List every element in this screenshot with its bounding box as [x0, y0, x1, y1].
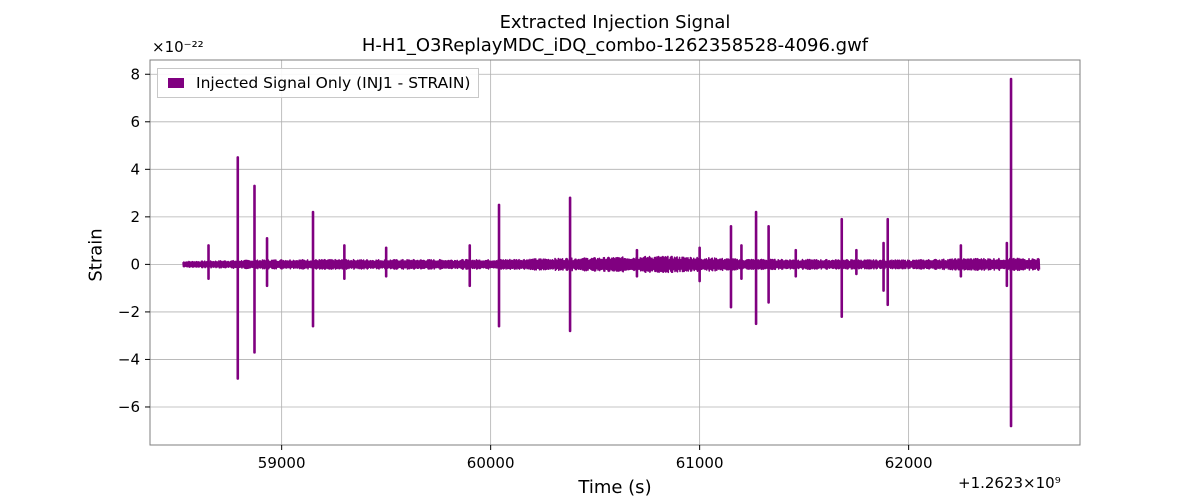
- y-tick-label: 4: [130, 160, 140, 178]
- x-tick-label: 62000: [885, 454, 933, 472]
- y-tick-label: −6: [118, 398, 140, 416]
- y-tick-label: −2: [118, 303, 140, 321]
- y-axis-exponent: ×10⁻²²: [152, 38, 204, 56]
- signal-band: [182, 255, 1041, 274]
- series-injected-signal: [182, 77, 1041, 428]
- legend-label: Injected Signal Only (INJ1 - STRAIN): [196, 74, 471, 92]
- x-tick-label: 61000: [676, 454, 724, 472]
- plot-area: [150, 60, 1080, 445]
- chart-title: Extracted Injection Signal: [499, 12, 731, 33]
- chart-subtitle: H-H1_O3ReplayMDC_iDQ_combo-1262358528-40…: [361, 35, 869, 56]
- y-axis-label: Strain: [85, 228, 107, 282]
- x-tick-label: 60000: [467, 454, 515, 472]
- y-tick-label: 6: [130, 113, 140, 131]
- x-axis-label: Time (s): [578, 477, 652, 498]
- x-tick-label: 59000: [258, 454, 306, 472]
- plot-frame: [149, 59, 1081, 446]
- y-tick-label: −4: [118, 350, 140, 368]
- y-tick-label: 8: [130, 65, 140, 83]
- y-tick-label: 2: [130, 208, 140, 226]
- x-axis-offset: +1.2623×10⁹: [958, 474, 1061, 492]
- legend: Injected Signal Only (INJ1 - STRAIN): [157, 68, 480, 98]
- ticks: 59000 60000 61000 62000 −6 −4 −2 0 2 4 6 8: [118, 65, 933, 472]
- legend-swatch: [168, 78, 184, 88]
- y-tick-label: 0: [130, 255, 140, 273]
